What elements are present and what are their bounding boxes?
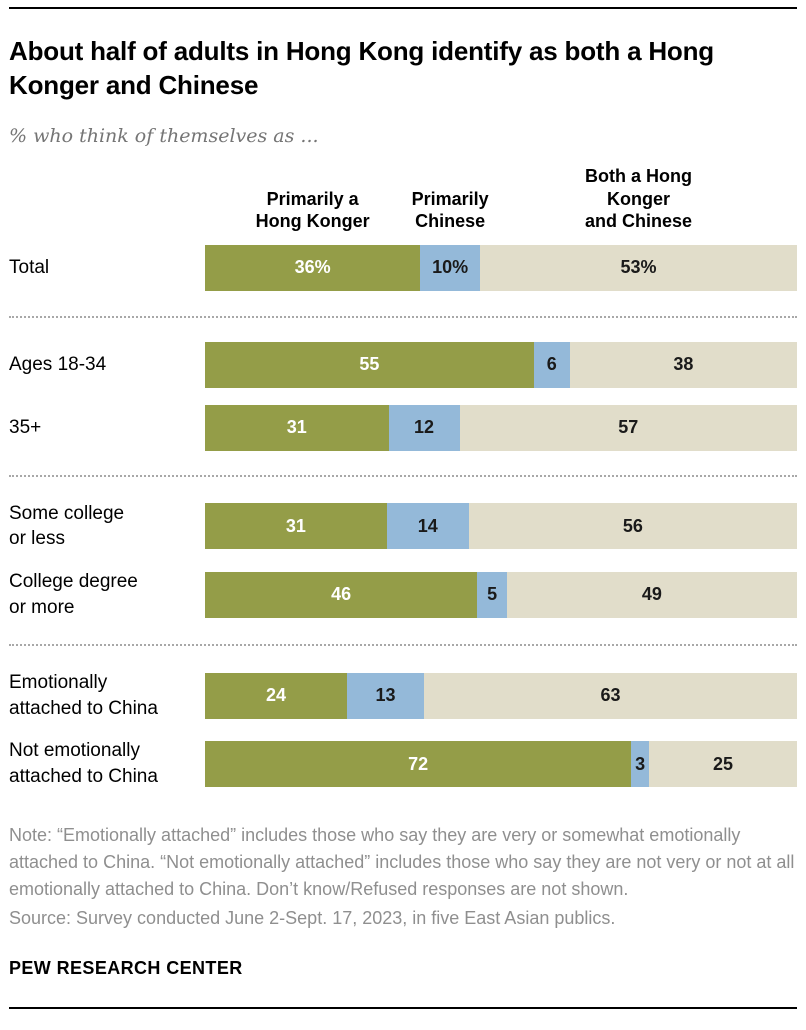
bar-segment-primarily-chinese: 12	[388, 404, 460, 451]
row-label: College degree or more	[9, 570, 138, 618]
chart-row: Total 36% 10% 53%	[9, 244, 797, 291]
bar-track: 31 14 56	[205, 503, 797, 550]
chart-group: Total 36% 10% 53%	[9, 244, 797, 316]
row-label: Not emotionally attached to China	[9, 740, 158, 788]
bar-segment-primarily-chinese: 6	[533, 341, 570, 388]
bar-segment-primarily-hong-konger: 31	[205, 404, 389, 451]
chart-group: Ages 18-34 55 6 38 35+ 31 12 57	[9, 315, 797, 475]
row-label: Emotionally attached to China	[9, 672, 158, 719]
row-label: 35+	[9, 416, 42, 438]
bar-track: 31 12 57	[205, 404, 797, 451]
bar-segment-both-hong-konger-and-chinese: 63	[424, 672, 797, 719]
bar-segment-both-hong-konger-and-chinese: 38	[569, 341, 797, 388]
chart-row: Not emotionally attached to China 72 3 25	[9, 738, 797, 789]
chart-group: Some college or less 31 14 56 College degree…	[9, 474, 797, 645]
bar-segment-both-hong-konger-and-chinese: 49	[506, 571, 797, 618]
chart-subtitle: % who think of themselves as ...	[9, 124, 319, 147]
column-header-primarily-chinese: Primarily Chinese	[411, 188, 489, 232]
brand-name: PEW RESEARCH CENTER	[9, 957, 243, 978]
bar-segment-primarily-chinese: 10%	[420, 244, 481, 291]
chart-row: Some college or less 31 14 56	[9, 501, 797, 552]
chart-card: About half of adults in Hong Kong identi…	[0, 7, 806, 1009]
chart-group: Emotionally attached to China 24 13 63 Not e…	[9, 644, 797, 790]
bar-segment-primarily-hong-konger: 31	[205, 503, 387, 550]
chart-row: 35+ 31 12 57	[9, 404, 797, 451]
bar-segment-primarily-chinese: 3	[631, 741, 649, 788]
bar-segment-both-hong-konger-and-chinese: 25	[648, 741, 797, 788]
chart-row: Ages 18-34 55 6 38	[9, 341, 797, 388]
bar-segment-primarily-chinese: 13	[347, 672, 425, 719]
bar-segment-primarily-hong-konger: 36%	[205, 244, 421, 291]
bar-segment-primarily-hong-konger: 55	[205, 341, 534, 388]
row-label: Total	[9, 256, 50, 278]
bar-segment-primarily-chinese: 14	[386, 503, 469, 550]
bar-track: 24 13 63	[205, 672, 797, 719]
column-header-both-hong-konger-and-chinese: Both a Hong Konger and Chinese	[585, 166, 693, 232]
chart-row: Emotionally attached to China 24 13 63	[9, 670, 797, 721]
bar-track: 72 3 25	[205, 741, 797, 788]
bar-track: 36% 10% 53%	[205, 244, 797, 291]
stacked-bar-chart: Primarily a Hong Konger Primarily Chinese…	[9, 163, 797, 790]
column-headers: Primarily a Hong Konger Primarily Chinese…	[205, 163, 797, 233]
bar-segment-both-hong-konger-and-chinese: 57	[459, 404, 797, 451]
note-text: Note: “Emotionally attached” includes th…	[9, 824, 795, 899]
row-label: Some college or less	[9, 502, 125, 550]
bar-segment-primarily-chinese: 5	[477, 571, 507, 618]
bar-segment-primarily-hong-konger: 72	[205, 741, 632, 788]
bottom-rule	[9, 1006, 797, 1009]
source-text: Source: Survey conducted June 2-Sept. 17…	[9, 907, 616, 928]
bar-segment-both-hong-konger-and-chinese: 56	[468, 503, 797, 550]
column-header-primarily-hong-konger: Primarily a Hong Konger	[255, 188, 370, 232]
row-label: Ages 18-34	[9, 353, 107, 375]
chart-rows: Total 36% 10% 53% Ages 18-34 55 6 38 35+ 31 12 57 So…	[9, 244, 797, 790]
bar-segment-primarily-hong-konger: 24	[205, 672, 348, 719]
chart-row: College degree or more 46 5 49	[9, 569, 797, 620]
top-rule	[9, 7, 797, 9]
chart-title: About half of adults in Hong Kong identi…	[9, 36, 714, 100]
bar-track: 46 5 49	[205, 571, 797, 618]
bar-segment-primarily-hong-konger: 46	[205, 571, 478, 618]
bar-segment-both-hong-konger-and-chinese: 53%	[480, 244, 797, 291]
bar-track: 55 6 38	[205, 341, 797, 388]
